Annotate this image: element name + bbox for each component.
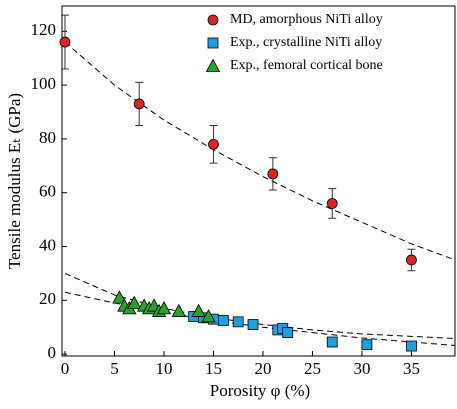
- point: [282, 327, 294, 338]
- point: [208, 138, 219, 150]
- y-tick-label: 40: [39, 235, 56, 254]
- y-tick-label: 20: [39, 289, 56, 308]
- point: [406, 340, 417, 352]
- x-tick-label: 35: [403, 359, 420, 378]
- plot-frame: [61, 5, 456, 357]
- y-tick-label: 120: [31, 20, 57, 39]
- point: [406, 254, 417, 266]
- x-tick-label: 10: [155, 359, 172, 378]
- point: [127, 295, 142, 309]
- x-tick-label: 0: [61, 359, 70, 378]
- point: [361, 339, 373, 351]
- point: [171, 303, 186, 317]
- legend-label: Exp., crystalline NiTi alloy: [230, 35, 382, 50]
- legend-marker: [205, 58, 221, 72]
- point: [326, 336, 338, 348]
- legend-marker: [207, 37, 219, 49]
- x-tick-label: 30: [353, 359, 370, 378]
- point: [232, 316, 244, 328]
- point: [267, 168, 279, 180]
- point: [217, 315, 229, 326]
- point: [247, 319, 259, 330]
- x-tick-label: 20: [254, 359, 271, 378]
- legend-label: MD, amorphous NiTi alloy: [230, 12, 383, 27]
- point: [112, 290, 127, 304]
- point: [59, 36, 71, 48]
- point: [201, 309, 216, 323]
- y-tick-label: 0: [48, 343, 57, 362]
- y-tick-label: 100: [31, 74, 57, 93]
- legend-marker: [207, 14, 219, 26]
- x-tick-label: 5: [110, 359, 119, 378]
- y-tick-label: 60: [39, 182, 56, 201]
- x-tick-label: 15: [205, 359, 222, 378]
- x-tick-label: 25: [304, 359, 321, 378]
- point: [191, 303, 206, 317]
- y-axis-label: Tensile modulus Eₜ (GPa): [5, 93, 24, 269]
- point: [156, 301, 172, 315]
- legend-label: Exp., femoral cortical bone: [230, 58, 383, 73]
- x-axis-label: Porosity φ (%): [210, 381, 310, 400]
- fit-line: [64, 41, 456, 261]
- point: [133, 98, 145, 110]
- fit-line: [64, 291, 456, 347]
- point: [326, 198, 338, 209]
- y-tick-label: 80: [39, 128, 56, 147]
